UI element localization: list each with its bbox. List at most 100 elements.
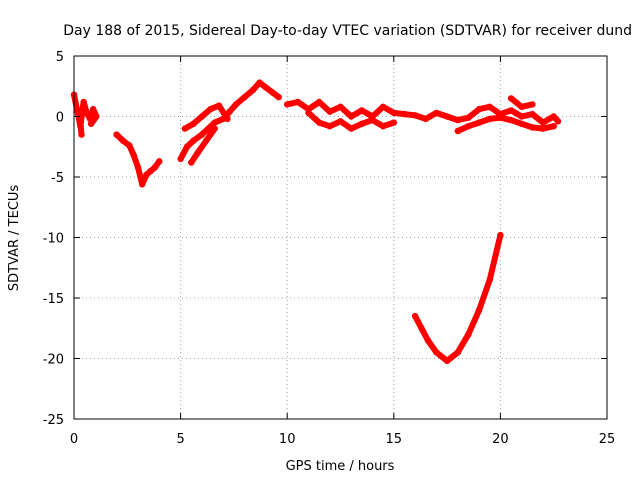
data-point [529,124,536,131]
y-tick-label: -10 [43,232,64,247]
data-point [390,119,397,126]
data-point [126,142,133,149]
series-segment [188,125,218,166]
data-point [139,181,146,188]
data-point [497,114,504,121]
data-point [207,106,214,113]
data-point [411,112,419,119]
data-point [539,119,547,126]
data-point [203,137,210,144]
data-point [183,143,191,150]
data-point [465,331,472,338]
data-point [305,109,312,117]
x-tick-label: 15 [386,432,403,447]
data-point [529,101,536,108]
data-point [86,115,94,123]
data-point [190,120,197,128]
data-point [486,103,493,111]
data-point [181,125,189,132]
data-point [411,312,419,320]
data-point [518,120,525,128]
data-point [262,84,270,91]
data-point [177,155,184,163]
data-point [215,102,223,109]
data-point [465,123,472,130]
data-point [337,103,344,111]
data-point [198,113,206,120]
data-point [518,113,525,120]
data-point [80,98,87,106]
data-point [390,109,397,117]
data-point [379,103,387,111]
data-point [78,131,85,138]
y-axis-label: SDTVAR / TECUs [7,185,22,292]
data-point [358,107,365,114]
data-point [194,149,201,156]
data-point [77,119,84,126]
x-tick-label: 25 [599,432,616,447]
plot-series [70,79,562,365]
data-point [418,325,425,332]
y-tick-label: -25 [43,413,64,428]
data-point [497,231,504,239]
x-axis-label: GPS time / hours [286,459,395,474]
data-point [326,123,333,130]
data-point [475,119,483,126]
data-point [130,152,137,159]
data-point [326,108,333,115]
data-point [454,127,461,135]
data-point [507,116,515,124]
data-point [475,106,483,113]
data-point [316,119,323,126]
data-point [369,116,376,124]
data-point [348,125,355,132]
axis-ticks: 0 5 10 15 20 25 -25 -20 -15 -10 -5 0 5 [43,50,616,447]
data-point [454,349,461,356]
data-point [211,125,218,132]
data-point [198,131,206,138]
data-point [90,106,97,113]
data-point [554,118,562,125]
data-point [190,137,197,144]
data-point [83,109,91,117]
data-point [401,110,408,118]
data-point [433,109,440,117]
data-point [486,115,493,123]
y-tick-label: -15 [43,292,64,307]
data-point [550,123,557,130]
data-point [205,125,212,132]
data-point [486,276,493,284]
data-point [74,107,81,114]
data-point [433,349,440,356]
chart-title: Day 188 of 2015, Sidereal Day-to-day VTE… [63,23,632,39]
data-point [226,108,233,115]
data-point [232,101,240,108]
x-tick-label: 5 [176,432,184,447]
data-point [316,98,323,106]
data-point [151,164,159,171]
data-point [518,103,525,111]
data-point [134,164,142,171]
data-point [550,113,557,120]
data-point [348,113,355,120]
y-tick-label: -20 [43,353,64,368]
data-point [465,114,472,121]
series-segment [454,114,557,134]
data-point [358,120,365,128]
x-tick-label: 0 [70,432,78,447]
series-segment [412,232,504,364]
data-point [507,95,515,102]
y-tick-label: -5 [51,171,64,186]
data-point [147,167,154,175]
data-point [443,357,451,365]
data-point [379,123,387,130]
x-tick-label: 10 [279,432,296,447]
data-point [188,159,195,166]
data-point [422,115,429,123]
data-point [424,337,432,344]
data-point [539,125,547,132]
data-point [284,101,291,108]
data-point [294,98,302,106]
data-point [275,93,282,101]
data-point [87,120,95,128]
